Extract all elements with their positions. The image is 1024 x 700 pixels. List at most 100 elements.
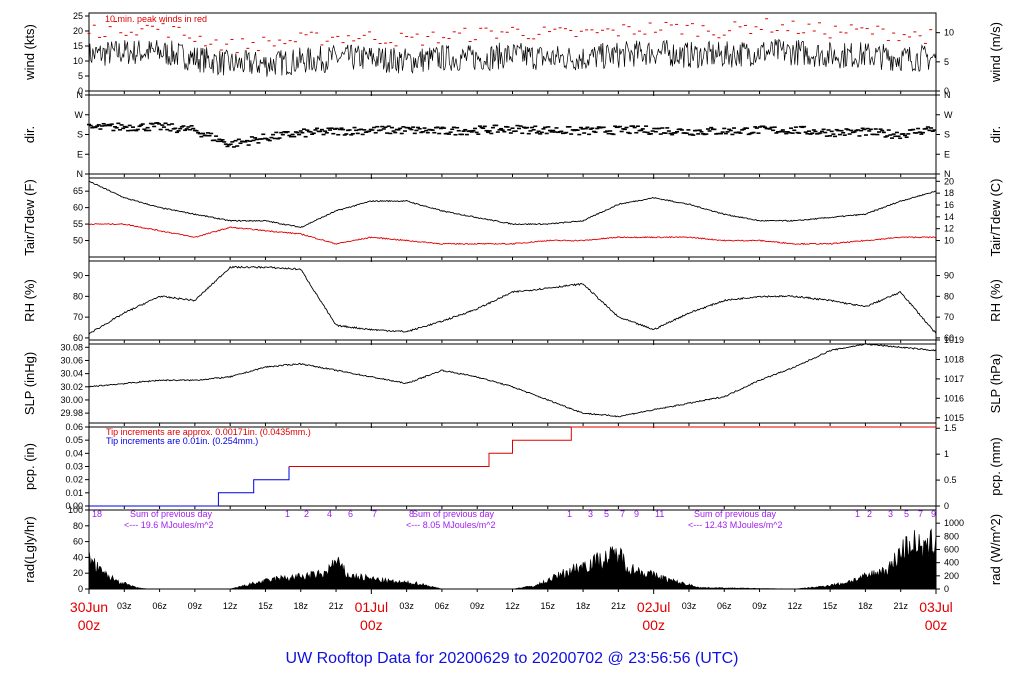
annotation: 10 min. peak winds in red xyxy=(105,14,207,24)
series-line xyxy=(88,265,937,335)
y-axis-label-left: pcp. (in) xyxy=(22,443,37,490)
hour-marker: 3 xyxy=(588,509,593,519)
panel-wind: wind (kts) wind (m/s) 0 5 10 15 20 25 0 5 10 10 min… xyxy=(22,11,1003,96)
hour-marker: 8 xyxy=(409,509,414,519)
x-tick-label: 03z xyxy=(117,601,132,611)
series-area xyxy=(88,528,937,590)
y-tick-label: S xyxy=(944,130,950,140)
panel-frame xyxy=(88,12,937,92)
y-tick-label: 10 xyxy=(944,28,954,38)
x-tick-label: 15z xyxy=(823,601,838,611)
y-axis-label-right: rad (W/m^2) xyxy=(988,514,1003,585)
day-label: 30Jun xyxy=(70,599,108,615)
y-tick-label: S xyxy=(77,130,83,140)
y-tick-label: 600 xyxy=(944,545,959,555)
y-tick-label: 800 xyxy=(944,531,959,541)
x-tick-label: 21z xyxy=(329,601,344,611)
y-axis-label-right: dir. xyxy=(988,126,1003,143)
hour-marker: 9 xyxy=(634,509,639,519)
hour-marker: 1 xyxy=(285,509,290,519)
y-axis-label-right: wind (m/s) xyxy=(988,22,1003,83)
panel-rh: RH (%) RH (%) 60 70 80 90 60 70 80 90 xyxy=(22,260,1003,345)
x-tick-label: 21z xyxy=(611,601,626,611)
y-tick-label: 0.04 xyxy=(65,448,83,458)
hour-marker: 9 xyxy=(931,509,936,519)
series-line xyxy=(88,38,937,77)
y-tick-label: 1 xyxy=(944,449,949,459)
panel-frame xyxy=(88,260,937,341)
y-tick-label: 90 xyxy=(73,271,83,281)
y-tick-label: 10 xyxy=(73,56,83,66)
series-line xyxy=(89,466,290,507)
series-line xyxy=(88,180,937,228)
y-tick-label: 70 xyxy=(73,312,83,322)
y-tick-label: E xyxy=(77,149,83,159)
day-time-label: 00z xyxy=(360,617,383,633)
y-tick-label: 12 xyxy=(944,224,954,234)
y-tick-label: 1017 xyxy=(944,374,964,384)
y-tick-label: 20 xyxy=(944,176,954,186)
y-tick-label: 50 xyxy=(73,236,83,246)
panel-frame xyxy=(88,509,937,590)
y-tick-label: 60 xyxy=(944,333,954,343)
panel-frame xyxy=(88,343,937,424)
y-tick-label: 1000 xyxy=(944,518,964,528)
x-tick-label: 06z xyxy=(717,601,732,611)
y-tick-label: 5 xyxy=(78,71,83,81)
x-tick-label: 21z xyxy=(893,601,908,611)
y-tick-label: 60 xyxy=(73,333,83,343)
y-tick-label: 25 xyxy=(73,11,83,21)
y-tick-label: E xyxy=(944,149,950,159)
y-tick-label: 60 xyxy=(73,537,83,547)
y-tick-label: 80 xyxy=(73,291,83,301)
y-tick-label: 70 xyxy=(944,312,954,322)
hour-marker: 2 xyxy=(304,509,309,519)
hour-marker: 6 xyxy=(348,509,353,519)
y-tick-label: 29.98 xyxy=(60,408,83,418)
day-time-label: 00z xyxy=(925,617,948,633)
y-tick-label: 0.02 xyxy=(65,475,83,485)
daily-sum-label: Sum of previous day xyxy=(130,509,213,519)
y-axis-label-right: pcp. (mm) xyxy=(988,437,1003,496)
y-axis-label-left: wind (kts) xyxy=(22,24,37,81)
y-tick-label: 55 xyxy=(73,219,83,229)
y-axis-label-left: RH (%) xyxy=(22,279,37,322)
x-tick-label: 06z xyxy=(152,601,167,611)
y-tick-label: 0.05 xyxy=(65,435,83,445)
day-time-label: 00z xyxy=(642,617,665,633)
hour-marker: 3 xyxy=(888,509,893,519)
y-tick-label: 20 xyxy=(73,568,83,578)
day-label: 03Jul xyxy=(919,599,952,615)
y-tick-label: 200 xyxy=(944,571,959,581)
y-tick-label: 20 xyxy=(73,26,83,36)
y-tick-label: 100 xyxy=(68,505,83,515)
hour-marker: 7 xyxy=(620,509,625,519)
daily-sum-label: Sum of previous day xyxy=(412,509,495,519)
y-tick-label: 0 xyxy=(944,86,949,96)
x-tick-label: 09z xyxy=(188,601,203,611)
x-tick-label: 03z xyxy=(399,601,414,611)
y-tick-label: 18 xyxy=(944,188,954,198)
x-tick-label: 15z xyxy=(258,601,273,611)
x-tick-label: 09z xyxy=(752,601,767,611)
y-tick-label: 30.00 xyxy=(60,395,83,405)
y-tick-label: 0 xyxy=(944,501,949,511)
daily-sum-label: Sum of previous day xyxy=(694,509,777,519)
y-tick-label: 30.02 xyxy=(60,382,83,392)
y-tick-label: 16 xyxy=(944,200,954,210)
hour-marker: 5 xyxy=(604,509,609,519)
y-tick-label: 30.04 xyxy=(60,369,83,379)
pcp-note: Tip increments are approx. 0.00171in. (0… xyxy=(106,427,311,437)
y-tick-label: 0.06 xyxy=(65,422,83,432)
y-tick-label: 80 xyxy=(73,521,83,531)
daily-sum-value: <--- 12.43 MJoules/m^2 xyxy=(688,520,783,530)
day-label: 01Jul xyxy=(355,599,388,615)
y-tick-label: 0.00 xyxy=(65,501,83,511)
x-tick-label: 18z xyxy=(576,601,591,611)
y-tick-label: 40 xyxy=(73,552,83,562)
y-tick-label: N xyxy=(77,169,84,179)
hour-marker: 7 xyxy=(918,509,923,519)
y-tick-label: 10 xyxy=(944,236,954,246)
